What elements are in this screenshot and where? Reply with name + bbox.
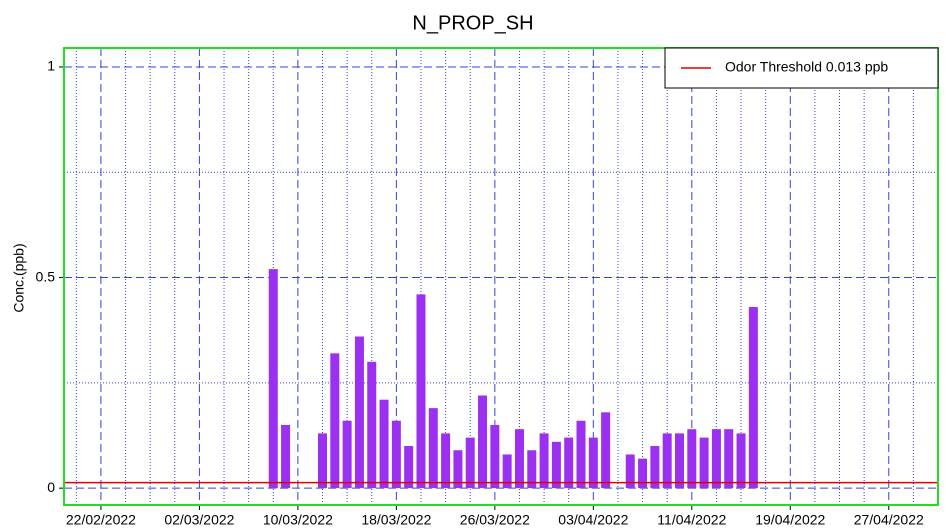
spike [490,424,500,489]
spike [416,294,426,489]
x-tick-label: 10/03/2022 [263,512,333,528]
x-tick-label: 02/03/2022 [164,512,234,528]
spike [576,420,586,489]
spike [281,424,291,489]
spike [391,420,401,489]
spike [342,420,352,489]
spike [465,437,475,489]
x-tick-label: 22/02/2022 [66,512,136,528]
spike [318,433,328,489]
x-tick-label: 18/03/2022 [361,512,431,528]
x-tick-label: 03/04/2022 [558,512,628,528]
x-tick-label: 26/03/2022 [460,512,530,528]
x-tick-label: 19/04/2022 [755,512,825,528]
spike [527,450,537,489]
spike [711,429,721,489]
spike [650,446,660,489]
y-tick-label: 0 [47,479,55,495]
spike [514,429,524,489]
spike [564,437,574,489]
spike [699,437,709,489]
legend-label: Odor Threshold 0.013 ppb [725,59,888,75]
spike [674,433,684,489]
spike [551,441,561,489]
spike [724,429,734,489]
spike [588,437,598,489]
spike [268,269,278,489]
chart-title: N_PROP_SH [412,12,533,34]
spike [662,433,672,489]
spike [502,454,512,489]
spike [379,399,389,489]
spike [367,361,377,489]
y-tick-label: 1 [47,58,55,74]
spike [354,336,364,489]
spike [625,454,635,489]
spike [330,353,340,489]
x-tick-label: 11/04/2022 [657,512,726,528]
y-axis-label: Conc.(ppb) [11,243,27,312]
x-tick-label: 27/04/2022 [854,512,924,528]
spike [638,458,648,489]
y-tick-label: 0.5 [36,268,56,284]
spike [441,433,451,489]
spike [736,433,746,489]
spike [404,446,414,489]
spike [428,408,438,489]
spike [539,433,549,489]
spike [453,450,463,489]
plot-border [63,47,939,506]
spike [748,307,758,489]
spike [478,395,488,489]
spike [601,412,611,489]
spike [687,429,697,489]
